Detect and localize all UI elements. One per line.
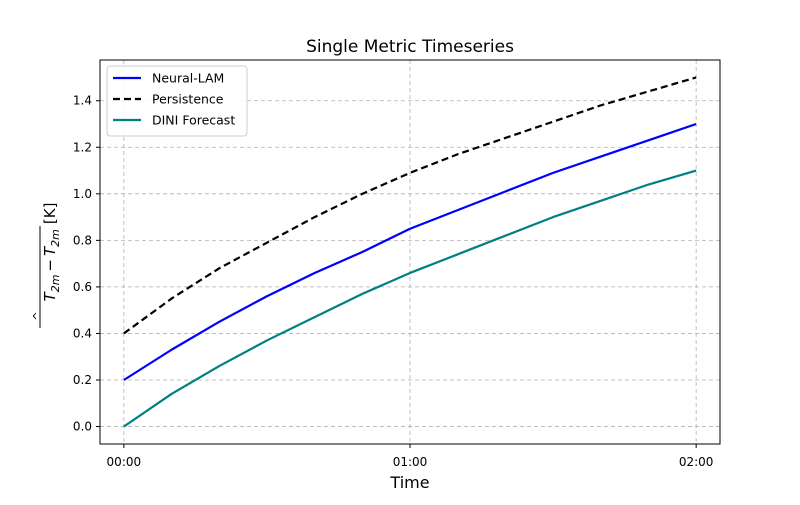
legend-label-persistence: Persistence [152, 92, 224, 107]
legend: Neural-LAM Persistence DINI Forecast [106, 65, 248, 137]
series-line-neural-lam [123, 122, 697, 381]
y-tick-label: 1.0 [73, 187, 92, 201]
x-axis-label: Time [389, 473, 429, 492]
y-label-term: T [41, 245, 59, 256]
legend-label-dini-forecast: DINI Forecast [152, 113, 235, 128]
series-line-dini-forecast [123, 169, 697, 428]
y-tick-label: 0.8 [73, 233, 92, 247]
x-tick-label: 01:00 [393, 455, 428, 469]
legend-label-neural-lam: Neural-LAM [152, 71, 224, 86]
y-axis-ticks: 0.0 0.2 0.4 0.6 0.8 1.0 1.2 1.4 [73, 94, 100, 434]
y-label-hat-mark: ^ [31, 311, 44, 320]
series-layer [123, 76, 697, 428]
svg-text:T2m−T2m[K]: T2m−T2m[K] [41, 203, 62, 302]
y-tick-label: 1.2 [73, 140, 92, 154]
y-label-subscript: 2m [49, 229, 62, 247]
y-tick-label: 0.2 [73, 373, 92, 387]
x-axis-ticks: 00:00 01:00 02:00 [107, 444, 714, 469]
y-label-hat-term: T [41, 290, 59, 301]
series-line-persistence [123, 76, 697, 335]
y-label-unit: [K] [41, 203, 59, 225]
y-label-hat-subscript: 2m [49, 275, 62, 293]
y-axis-label: T2m−T2m[K] ^ [31, 203, 62, 328]
y-tick-label: 0.0 [73, 420, 92, 434]
legend-frame [106, 65, 248, 137]
y-label-minus: − [41, 259, 59, 272]
chart-title: Single Metric Timeseries [306, 37, 514, 57]
y-tick-label: 0.6 [73, 280, 92, 294]
x-tick-label: 02:00 [679, 455, 714, 469]
x-tick-label: 00:00 [107, 455, 142, 469]
grid-layer [100, 60, 720, 444]
y-tick-label: 1.4 [73, 94, 92, 108]
y-tick-label: 0.4 [73, 326, 92, 340]
